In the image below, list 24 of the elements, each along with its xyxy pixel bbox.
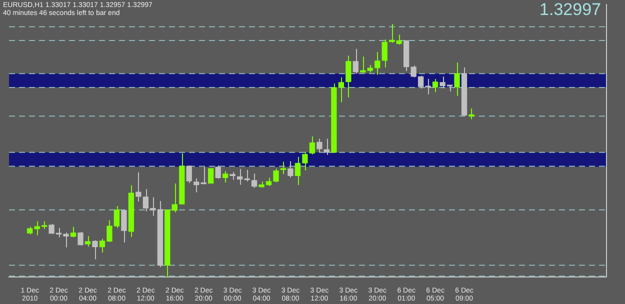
candlestick (352, 48, 358, 74)
candlestick (84, 236, 91, 248)
text: 1.32997 (540, 0, 601, 20)
candlestick (78, 231, 84, 246)
candlestick (208, 168, 214, 184)
candlestick (215, 165, 221, 180)
candlestick (396, 34, 402, 46)
candlestick (309, 136, 316, 155)
candlestick (454, 62, 460, 96)
candlestick (251, 173, 258, 188)
candlestick (389, 24, 395, 44)
candlestick (382, 38, 388, 68)
candlestick (316, 138, 322, 153)
candlestick (346, 55, 352, 98)
candlestick (288, 160, 294, 178)
candlestick (194, 178, 200, 193)
candlestick (186, 165, 192, 184)
candlestick (222, 170, 228, 184)
candlestick (92, 240, 98, 260)
candlestick (360, 56, 366, 74)
candlestick (468, 108, 474, 120)
candlestick (432, 78, 438, 93)
candlestick (121, 208, 127, 244)
candlestick (280, 161, 286, 175)
